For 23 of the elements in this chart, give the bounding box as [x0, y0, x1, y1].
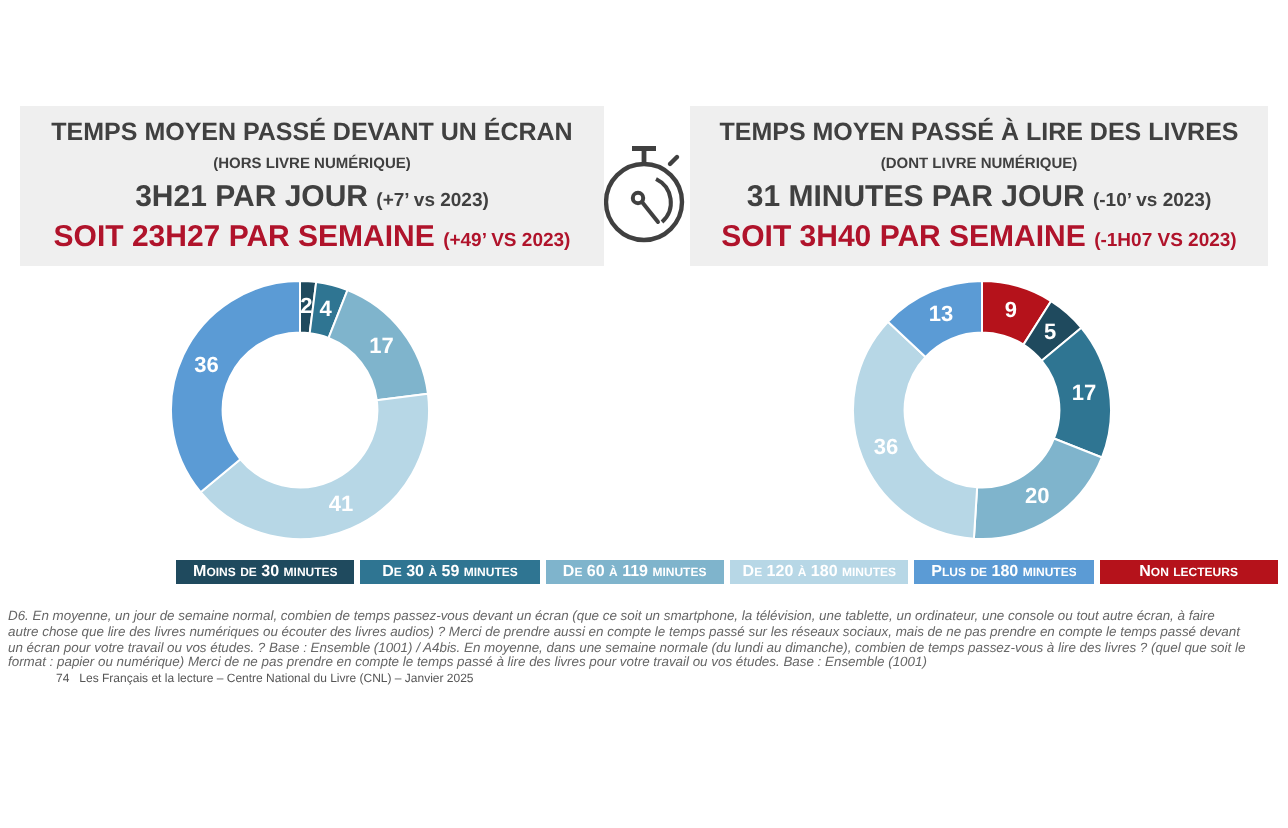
data-label: 17 — [369, 334, 394, 359]
text: 3H21 PAR JOUR (+7’ vs 2023) — [135, 180, 489, 214]
data-label: 9 — [1004, 298, 1017, 323]
chart-title: TEMPS MOYEN PASSÉ À LIRE DES LIVRES — [717, 116, 1241, 148]
data-label: 5 — [1044, 320, 1057, 345]
text: 31 MINUTES PAR JOUR (-10’ vs 2023) — [746, 180, 1212, 214]
legend-label: Plus de 180 minutes — [931, 560, 1077, 584]
text: SOIT 3H40 PAR SEMAINE (-1H07 VS 2023) — [721, 220, 1237, 254]
text: SOIT 23H27 PAR SEMAINE (+49’ VS 2023) — [53, 220, 571, 254]
data-label: 36 — [873, 436, 899, 461]
chart-title: TEMPS MOYEN PASSÉ DEVANT UN ÉCRAN — [49, 116, 575, 148]
legend-label: Moins de 30 minutes — [193, 560, 338, 584]
legend-label: De 120 à 180 minutes — [742, 560, 896, 584]
legend-label: De 60 à 119 minutes — [562, 560, 707, 584]
data-label: 17 — [1071, 381, 1097, 406]
legend-label: De 30 à 59 minutes — [382, 560, 518, 584]
data-label: 41 — [328, 492, 354, 517]
data-label: 4 — [319, 298, 334, 323]
data-label: 2 — [300, 295, 313, 320]
data-label: 13 — [928, 303, 954, 328]
data-label: 36 — [194, 354, 219, 379]
data-label: 20 — [1025, 485, 1050, 510]
legend-label: Non lecteurs — [1139, 560, 1238, 584]
